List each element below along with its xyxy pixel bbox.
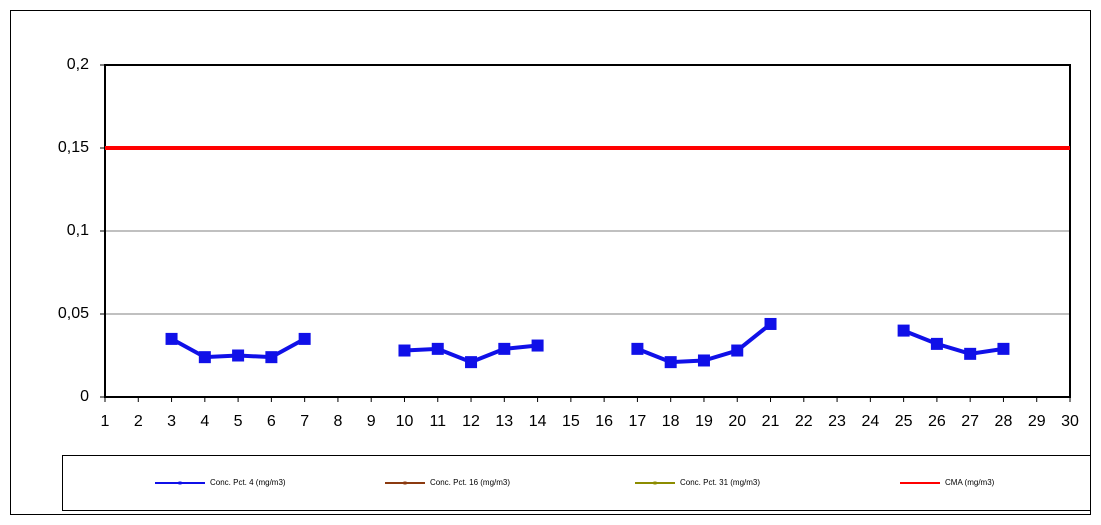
legend-marker — [403, 481, 407, 485]
x-tick-label: 18 — [662, 413, 680, 430]
data-point — [731, 344, 744, 357]
legend-marker — [653, 481, 657, 485]
x-tick-label: 3 — [167, 413, 176, 430]
x-tick-label: 1 — [101, 413, 110, 430]
x-tick-label: 30 — [1061, 413, 1079, 430]
x-tick-label: 13 — [495, 413, 513, 430]
data-point — [930, 337, 943, 350]
legend-label: Conc. Pct. 31 (mg/m3) — [680, 478, 760, 487]
x-tick-label: 24 — [861, 413, 879, 430]
legend-box — [62, 455, 1091, 511]
x-tick-label: 5 — [234, 413, 243, 430]
data-point — [232, 349, 245, 362]
x-tick-label: 2 — [134, 413, 143, 430]
data-point — [398, 344, 411, 357]
data-point — [465, 356, 478, 369]
data-point — [431, 342, 444, 355]
x-tick-label: 20 — [728, 413, 746, 430]
data-point — [664, 356, 677, 369]
x-tick-label: 8 — [333, 413, 342, 430]
data-point — [498, 342, 511, 355]
x-tick-label: 4 — [200, 413, 209, 430]
y-tick-label: 0,1 — [67, 222, 89, 239]
data-point — [764, 317, 777, 330]
data-point — [531, 339, 544, 352]
x-tick-label: 23 — [828, 413, 846, 430]
data-point — [631, 342, 644, 355]
x-tick-label: 29 — [1028, 413, 1046, 430]
x-tick-label: 7 — [300, 413, 309, 430]
data-point — [697, 354, 710, 367]
x-tick-label: 16 — [595, 413, 613, 430]
x-tick-label: 9 — [367, 413, 376, 430]
y-tick-label: 0,05 — [58, 305, 89, 322]
y-tick-label: 0,15 — [58, 139, 89, 156]
data-point — [298, 332, 311, 345]
chart-border — [10, 10, 1091, 515]
x-tick-label: 21 — [762, 413, 780, 430]
data-point — [265, 351, 278, 364]
x-tick-label: 12 — [462, 413, 480, 430]
series-line — [170, 322, 1004, 365]
x-tick-label: 27 — [961, 413, 979, 430]
x-tick-label: 11 — [429, 413, 446, 430]
x-tick-label: 26 — [928, 413, 946, 430]
x-tick-label: 14 — [529, 413, 547, 430]
x-tick-label: 10 — [396, 413, 414, 430]
legend-marker — [178, 481, 182, 485]
x-tick-label: 19 — [695, 413, 713, 430]
plot-border — [104, 64, 1071, 398]
x-tick-label: 17 — [629, 413, 647, 430]
data-point — [198, 351, 211, 364]
data-point — [165, 332, 178, 345]
y-tick-label: 0,2 — [67, 56, 89, 73]
data-point — [997, 342, 1010, 355]
data-point — [964, 347, 977, 360]
legend-label: Conc. Pct. 4 (mg/m3) — [210, 478, 286, 487]
legend-label: CMA (mg/m3) — [945, 478, 995, 487]
data-point — [897, 324, 910, 337]
x-tick-label: 22 — [795, 413, 813, 430]
x-tick-label: 28 — [995, 413, 1013, 430]
x-tick-label: 25 — [895, 413, 913, 430]
x-tick-label: 6 — [267, 413, 276, 430]
legend-label: Conc. Pct. 16 (mg/m3) — [430, 478, 510, 487]
x-tick-label: 15 — [562, 413, 580, 430]
y-tick-label: 0 — [80, 388, 89, 405]
